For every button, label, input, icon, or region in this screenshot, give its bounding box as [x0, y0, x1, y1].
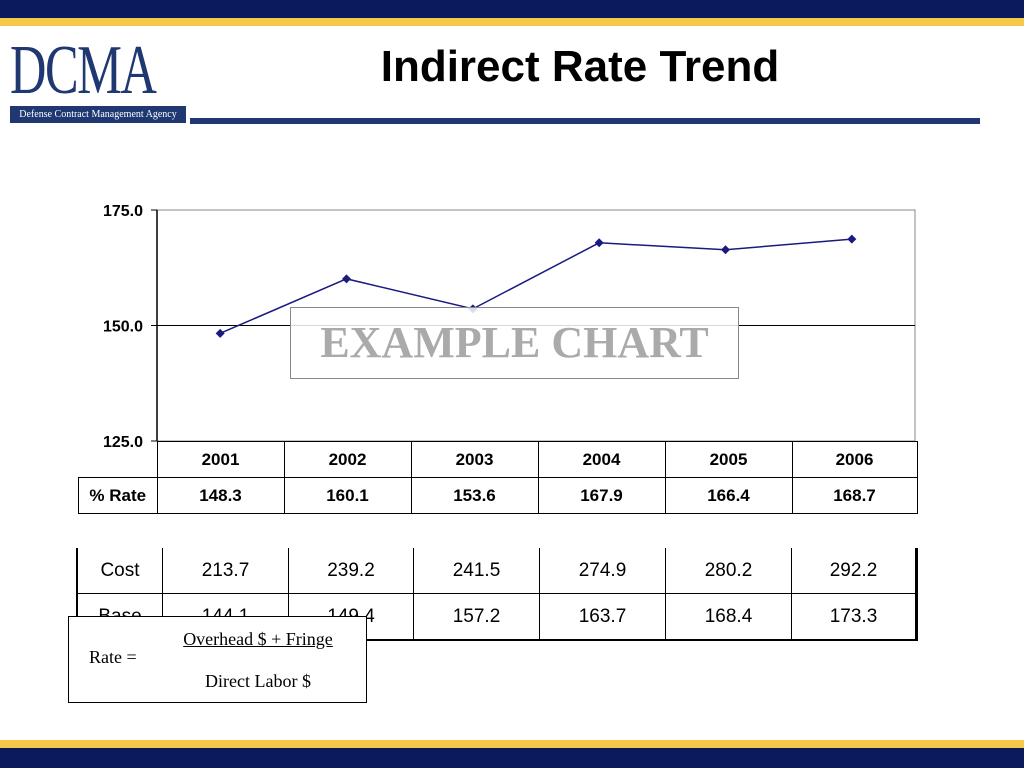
cost-value-cell: 213.7 [162, 548, 289, 594]
title-rule [190, 118, 980, 124]
table-row-cost: Cost 213.7 239.2 241.5 274.9 280.2 292.2 [76, 548, 917, 594]
cost-base-table: Cost 213.7 239.2 241.5 274.9 280.2 292.2… [76, 548, 918, 641]
year-cell: 2004 [537, 441, 666, 478]
bottom-navy-band [0, 748, 1024, 768]
year-cell: 2003 [410, 441, 539, 478]
data-point [721, 245, 730, 255]
rate-value-cell: 167.9 [537, 477, 666, 514]
base-value-cell: 157.2 [413, 593, 540, 640]
table-row-rate: % Rate 148.3 160.1 153.6 167.9 166.4 168… [78, 477, 918, 514]
formula-lhs: Rate = [89, 647, 137, 667]
formula-numerator: Overhead $ + Fringe [183, 629, 333, 649]
data-point [342, 274, 351, 284]
year-cell: 2001 [156, 441, 285, 478]
example-chart-watermark: EXAMPLE CHART [290, 307, 739, 379]
rate-data-table: 2001 2002 2003 2004 2005 2006 % Rate 148… [78, 441, 918, 514]
table-row-years: 2001 2002 2003 2004 2005 2006 [78, 441, 918, 478]
cost-value-cell: 280.2 [665, 548, 792, 594]
year-cell: 2006 [791, 441, 918, 478]
logo-subtitle: Defense Contract Management Agency [10, 106, 186, 123]
rate-row-label: % Rate [78, 477, 158, 514]
top-navy-band [0, 0, 1024, 18]
rate-formula-box: Rate = Overhead $ + Fringe Direct Labor … [68, 616, 367, 703]
table-corner-cell [78, 441, 158, 478]
rate-value-cell: 148.3 [156, 477, 285, 514]
base-value-cell: 168.4 [665, 593, 792, 640]
rate-value-cell: 153.6 [410, 477, 539, 514]
cost-value-cell: 274.9 [539, 548, 666, 594]
year-cell: 2005 [664, 441, 793, 478]
top-gold-band [0, 18, 1024, 26]
cost-value-cell: 241.5 [413, 548, 540, 594]
y-tick-label: 175.0 [103, 203, 143, 220]
page-title: Indirect Rate Trend [380, 42, 780, 91]
dcma-logo: DCMA Defense Contract Management Agency [10, 36, 186, 126]
bottom-gold-band [0, 740, 1024, 748]
base-value-cell: 173.3 [791, 593, 917, 640]
base-value-cell: 163.7 [539, 593, 666, 640]
data-point [215, 328, 225, 338]
cost-value-cell: 292.2 [791, 548, 917, 594]
cost-value-cell: 239.2 [288, 548, 414, 594]
watermark-text: EXAMPLE CHART [320, 318, 709, 367]
rate-value-cell: 168.7 [791, 477, 918, 514]
cost-row-label: Cost [76, 548, 163, 594]
logo-text: DCMA [10, 32, 157, 109]
data-point [847, 234, 857, 244]
data-point [594, 238, 604, 248]
rate-value-cell: 166.4 [664, 477, 793, 514]
formula-denominator: Direct Labor $ [205, 671, 311, 691]
year-cell: 2002 [283, 441, 412, 478]
rate-value-cell: 160.1 [283, 477, 412, 514]
y-tick-label: 150.0 [103, 319, 143, 336]
series-line [219, 238, 852, 335]
